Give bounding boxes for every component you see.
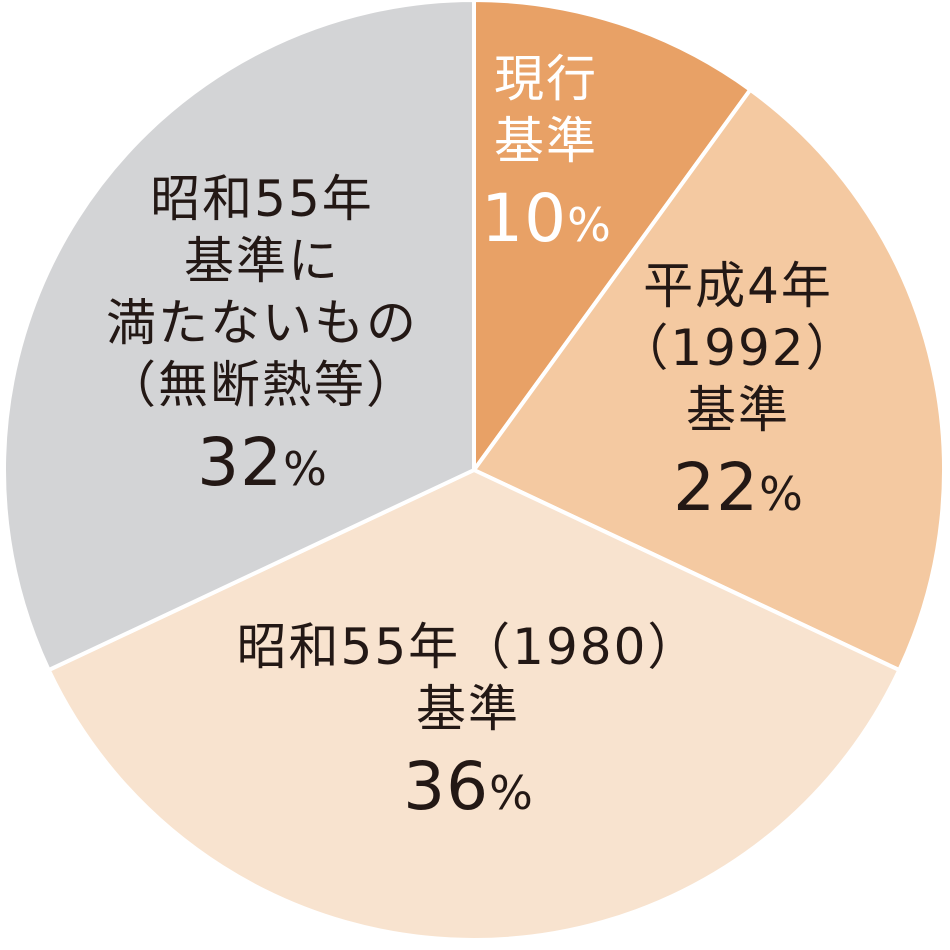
slice-value-unit: % — [489, 766, 533, 820]
slice-label-line: （1992） — [618, 319, 858, 377]
slice-label-line: 基準に — [184, 232, 340, 290]
pie-slice — [46, 468, 902, 942]
slice-label-line: 平成4年 — [643, 257, 833, 315]
slice-label-line: 昭和55年（1980） — [236, 618, 700, 676]
slice-label-line: （無断熱等） — [106, 356, 418, 414]
slice-value-number: 10 — [481, 180, 568, 257]
slice-label-line: 基準 — [686, 381, 790, 439]
slice-label-line: 基準 — [416, 680, 520, 738]
slice-value-number: 32 — [197, 424, 284, 501]
slice-value-number: 22 — [673, 449, 760, 526]
slice-label: 平成4年 （1992） 基準 22% — [618, 255, 857, 540]
slice-label: 昭和55年 基準に 満たないもの （無断熱等） 32% — [106, 168, 418, 515]
slice-value-unit: % — [567, 198, 611, 252]
slice-value-number: 36 — [403, 748, 490, 825]
slice-value: 36% — [237, 752, 700, 839]
pie-slice — [2, 0, 476, 673]
slice-label-line: 現行 — [493, 50, 598, 108]
slice-label: 昭和55年（1980） 基準 36% — [237, 616, 700, 839]
slice-label: 現行 基準 10% — [481, 48, 611, 271]
slice-value: 32% — [106, 428, 418, 515]
slice-value: 10% — [481, 184, 611, 271]
slice-value: 22% — [618, 453, 857, 540]
slice-label-line: 昭和55年 — [150, 170, 374, 228]
pie-slice — [472, 0, 753, 472]
slice-label-line: 満たないもの — [106, 294, 418, 352]
slice-label-line: 基準 — [493, 112, 598, 170]
slice-value-unit: % — [283, 442, 327, 496]
slice-value-unit: % — [759, 467, 803, 521]
